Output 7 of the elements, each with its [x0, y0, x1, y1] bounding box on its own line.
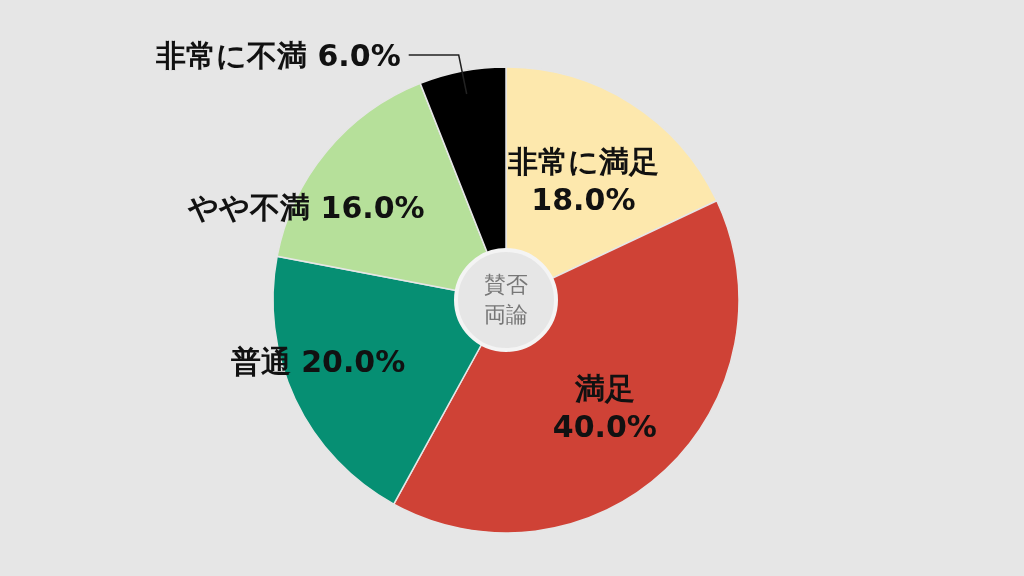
slice-label: 非常に満足	[506, 144, 659, 180]
data-label: 40.0%	[552, 409, 657, 445]
data-label: 18.0%	[531, 182, 636, 218]
slice-label: 満足	[573, 371, 635, 407]
text: 賛否両論	[484, 272, 528, 327]
slice-label: やや不満 16.0%	[187, 189, 425, 225]
slice-label: 非常に不満 6.0%	[155, 38, 401, 73]
